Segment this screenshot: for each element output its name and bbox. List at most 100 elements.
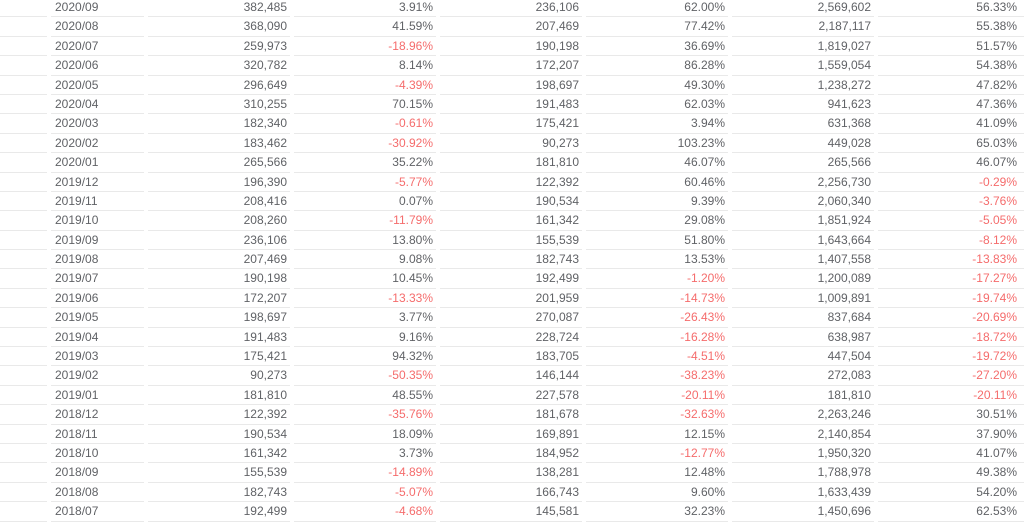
month-cell: 2018/08 [51, 483, 144, 503]
value-cell: 196,390 [148, 173, 290, 192]
value-cell: 169,891 [440, 425, 582, 444]
percent-cell: -11.79% [294, 211, 436, 231]
month-cell: 2018/10 [51, 444, 144, 464]
percent-cell: -20.11% [878, 386, 1024, 406]
gutter-cell [0, 76, 47, 95]
table-row: 2020/05 296,649 -4.39% 198,697 49.30% 1,238,2… [0, 75, 1024, 95]
percent-cell: 13.80% [294, 231, 436, 251]
value-cell: 368,090 [148, 17, 290, 37]
value-cell: 1,851,924 [732, 211, 874, 231]
percent-cell: 29.08% [586, 211, 728, 231]
gutter-cell [0, 425, 47, 444]
percent-cell: -38.23% [586, 366, 728, 386]
value-cell: 181,810 [148, 386, 290, 406]
percent-cell: -5.07% [294, 483, 436, 503]
value-cell: 259,973 [148, 37, 290, 57]
value-cell: 146,144 [440, 366, 582, 386]
value-cell: 166,743 [440, 483, 582, 503]
value-cell: 192,499 [148, 502, 290, 522]
month-cell: 2020/04 [51, 95, 144, 115]
percent-cell: 37.90% [878, 425, 1024, 444]
value-cell: 941,623 [732, 95, 874, 115]
table-row: 2019/05 198,697 3.77% 270,087 -26.43% 837,684… [0, 308, 1024, 328]
value-cell: 2,256,730 [732, 173, 874, 192]
table-row: 2020/01 265,566 35.22% 181,810 46.07% 265,566… [0, 153, 1024, 173]
percent-cell: -1.20% [586, 269, 728, 289]
percent-cell: 103.23% [586, 134, 728, 154]
table-row: 2019/07 190,198 10.45% 192,499 -1.20% 1,200,0… [0, 269, 1024, 289]
value-cell: 310,255 [148, 95, 290, 115]
gutter-cell [0, 192, 47, 212]
value-cell: 631,368 [732, 114, 874, 134]
percent-cell: 9.08% [294, 250, 436, 270]
month-cell: 2019/09 [51, 231, 144, 251]
percent-cell: -3.76% [878, 192, 1024, 212]
value-cell: 191,483 [440, 95, 582, 115]
percent-cell: 49.38% [878, 463, 1024, 483]
gutter-cell [0, 366, 47, 386]
value-cell: 198,697 [148, 308, 290, 328]
month-cell: 2019/08 [51, 250, 144, 270]
percent-cell: -16.28% [586, 328, 728, 348]
percent-cell: 41.07% [878, 444, 1024, 464]
percent-cell: 46.07% [586, 153, 728, 173]
value-cell: 1,950,320 [732, 444, 874, 464]
month-cell: 2020/07 [51, 37, 144, 57]
percent-cell: 51.80% [586, 231, 728, 251]
value-cell: 161,342 [148, 444, 290, 464]
value-cell: 181,810 [440, 153, 582, 173]
table-row: 2018/11 190,534 18.09% 169,891 12.15% 2,140,8… [0, 424, 1024, 444]
percent-cell: -5.77% [294, 173, 436, 192]
percent-cell: 9.39% [586, 192, 728, 212]
value-cell: 638,987 [732, 328, 874, 348]
percent-cell: 46.07% [878, 153, 1024, 173]
gutter-cell [0, 328, 47, 348]
percent-cell: 49.30% [586, 76, 728, 95]
value-cell: 1,643,664 [732, 231, 874, 251]
percent-cell: -35.76% [294, 405, 436, 425]
gutter-cell [0, 502, 47, 522]
percent-cell: 56.33% [878, 0, 1024, 18]
gutter-cell [0, 347, 47, 367]
gutter-cell [0, 269, 47, 289]
value-cell: 192,499 [440, 269, 582, 289]
value-cell: 1,238,272 [732, 76, 874, 95]
value-cell: 265,566 [732, 153, 874, 173]
percent-cell: -19.74% [878, 289, 1024, 309]
gutter-cell [0, 134, 47, 154]
percent-cell: 41.59% [294, 17, 436, 37]
percent-cell: 55.38% [878, 17, 1024, 37]
percent-cell: 13.53% [586, 250, 728, 270]
gutter-cell [0, 405, 47, 425]
percent-cell: 3.91% [294, 0, 436, 18]
gutter-cell [0, 308, 47, 328]
month-cell: 2019/03 [51, 347, 144, 367]
gutter-cell [0, 114, 47, 134]
month-cell: 2019/12 [51, 173, 144, 192]
percent-cell: 12.48% [586, 463, 728, 483]
percent-cell: 30.51% [878, 405, 1024, 425]
value-cell: 1,200,089 [732, 269, 874, 289]
percent-cell: 65.03% [878, 134, 1024, 154]
percent-cell: -5.05% [878, 211, 1024, 231]
value-cell: 182,743 [148, 483, 290, 503]
percent-cell: 35.22% [294, 153, 436, 173]
value-cell: 207,469 [440, 17, 582, 37]
gutter-cell [0, 444, 47, 464]
gutter-cell [0, 153, 47, 173]
value-cell: 382,485 [148, 0, 290, 18]
percent-cell: 32.23% [586, 502, 728, 522]
percent-cell: -30.92% [294, 134, 436, 154]
percent-cell: -0.29% [878, 173, 1024, 192]
value-cell: 138,281 [440, 463, 582, 483]
value-cell: 2,569,602 [732, 0, 874, 18]
value-cell: 1,450,696 [732, 502, 874, 522]
percent-cell: -4.39% [294, 76, 436, 95]
percent-cell: -20.11% [586, 386, 728, 406]
value-cell: 183,705 [440, 347, 582, 367]
percent-cell: 8.14% [294, 56, 436, 76]
table-row: 2019/11 208,416 0.07% 190,534 9.39% 2,060,340… [0, 191, 1024, 212]
percent-cell: -8.12% [878, 231, 1024, 251]
percent-cell: 77.42% [586, 17, 728, 37]
